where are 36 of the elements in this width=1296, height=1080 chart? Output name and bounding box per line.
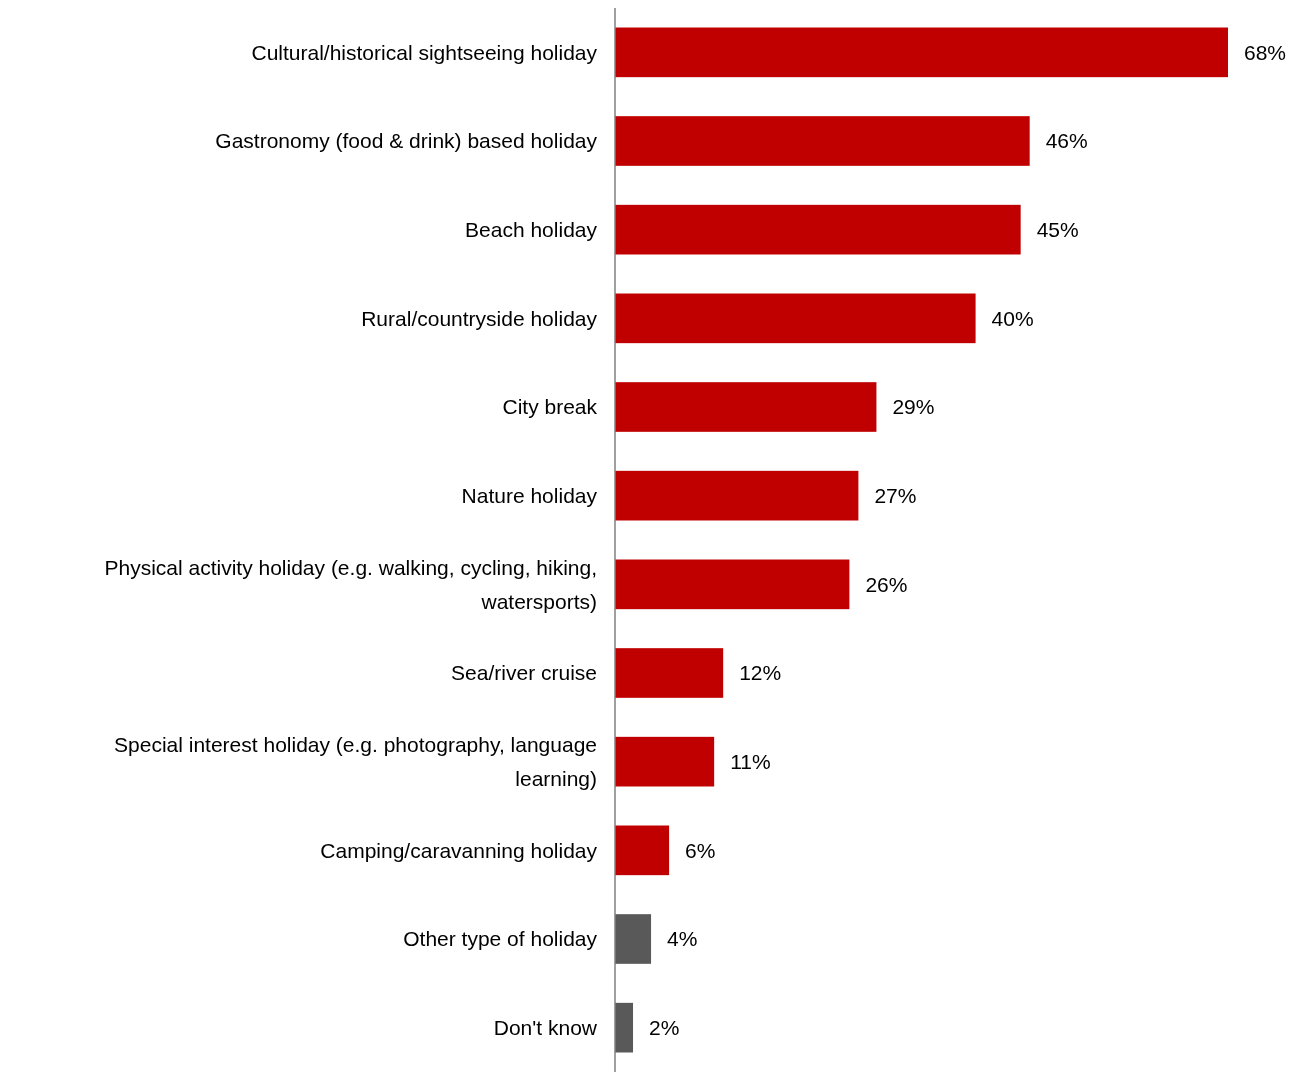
y-tick-label: Cultural/historical sightseeing holiday xyxy=(251,40,598,64)
data-label: 26% xyxy=(865,572,908,596)
bar xyxy=(615,559,850,610)
y-tick-label: City break xyxy=(502,395,598,419)
bar xyxy=(615,648,724,698)
data-label: 27% xyxy=(874,484,917,508)
y-tick-label: Don't know xyxy=(493,1016,598,1040)
y-tick-label: Rural/countryside holiday xyxy=(361,306,598,330)
y-tick-label: Camping/caravanning holiday xyxy=(320,838,598,862)
bar xyxy=(615,116,1030,166)
bar xyxy=(615,27,1228,78)
bar xyxy=(615,293,976,344)
y-tick-label: Beach holiday xyxy=(465,218,598,242)
y-tick-label: Physical activity holiday (e.g. walking, cycling, hiking, watersports) xyxy=(104,555,597,613)
y-tick-label: Other type of holiday xyxy=(403,927,598,951)
data-label: 45% xyxy=(1036,218,1079,242)
bar xyxy=(615,736,715,787)
data-label: 12% xyxy=(739,661,782,685)
data-label: 40% xyxy=(991,306,1034,330)
bar xyxy=(615,1002,634,1053)
y-tick-label: Special interest holiday (e.g. photography, language learning) xyxy=(114,733,597,791)
bar xyxy=(615,914,652,964)
data-label: 4% xyxy=(667,927,698,951)
data-label: 68% xyxy=(1244,40,1287,64)
y-tick-label: Sea/river cruise xyxy=(451,661,597,685)
bar xyxy=(615,470,859,521)
data-label: 11% xyxy=(730,750,771,774)
data-label: 2% xyxy=(649,1016,680,1040)
bar xyxy=(615,382,877,432)
y-tick-label: Gastronomy (food & drink) based holiday xyxy=(215,129,598,153)
data-label: 46% xyxy=(1045,129,1088,153)
data-label: 6% xyxy=(685,838,716,862)
bar xyxy=(615,825,670,876)
y-tick-label: Nature holiday xyxy=(461,484,598,508)
bar xyxy=(615,204,1021,255)
data-label: 29% xyxy=(892,395,935,419)
